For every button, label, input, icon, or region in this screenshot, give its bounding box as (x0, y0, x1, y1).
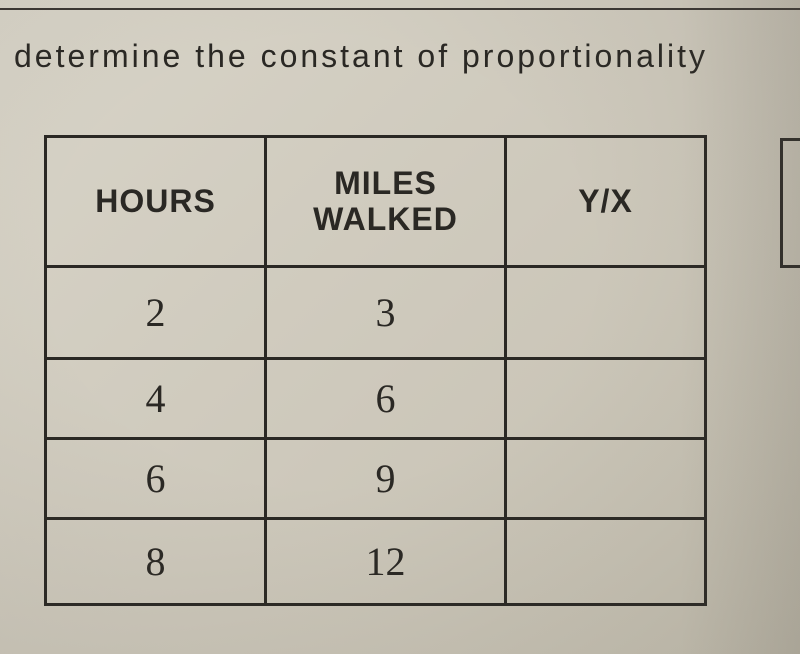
miles-label-line1: MILES (267, 166, 504, 201)
cell-miles: 6 (266, 359, 506, 439)
top-horizontal-rule (0, 8, 800, 10)
cell-hours: 8 (46, 519, 266, 605)
instruction-text: determine the constant of proportionalit… (14, 38, 800, 75)
column-header-hours: HOURS (46, 137, 266, 267)
table-row: 2 3 (46, 267, 706, 359)
miles-label-line2: WALKED (267, 202, 504, 237)
worksheet-page: determine the constant of proportionalit… (0, 0, 800, 654)
cell-hours: 4 (46, 359, 266, 439)
proportionality-table: HOURS MILES WALKED Y/X 2 3 4 6 (44, 135, 707, 606)
cell-yx (506, 267, 706, 359)
cell-yx (506, 439, 706, 519)
cell-miles: 9 (266, 439, 506, 519)
column-header-yx: Y/X (506, 137, 706, 267)
cell-yx (506, 359, 706, 439)
cell-hours: 2 (46, 267, 266, 359)
proportionality-table-container: HOURS MILES WALKED Y/X 2 3 4 6 (44, 135, 800, 606)
partial-adjacent-table (780, 138, 800, 268)
table-row: 4 6 (46, 359, 706, 439)
column-header-miles: MILES WALKED (266, 137, 506, 267)
cell-yx (506, 519, 706, 605)
table-row: 8 12 (46, 519, 706, 605)
cell-hours: 6 (46, 439, 266, 519)
table-row: 6 9 (46, 439, 706, 519)
cell-miles: 3 (266, 267, 506, 359)
cell-miles: 12 (266, 519, 506, 605)
table-header-row: HOURS MILES WALKED Y/X (46, 137, 706, 267)
